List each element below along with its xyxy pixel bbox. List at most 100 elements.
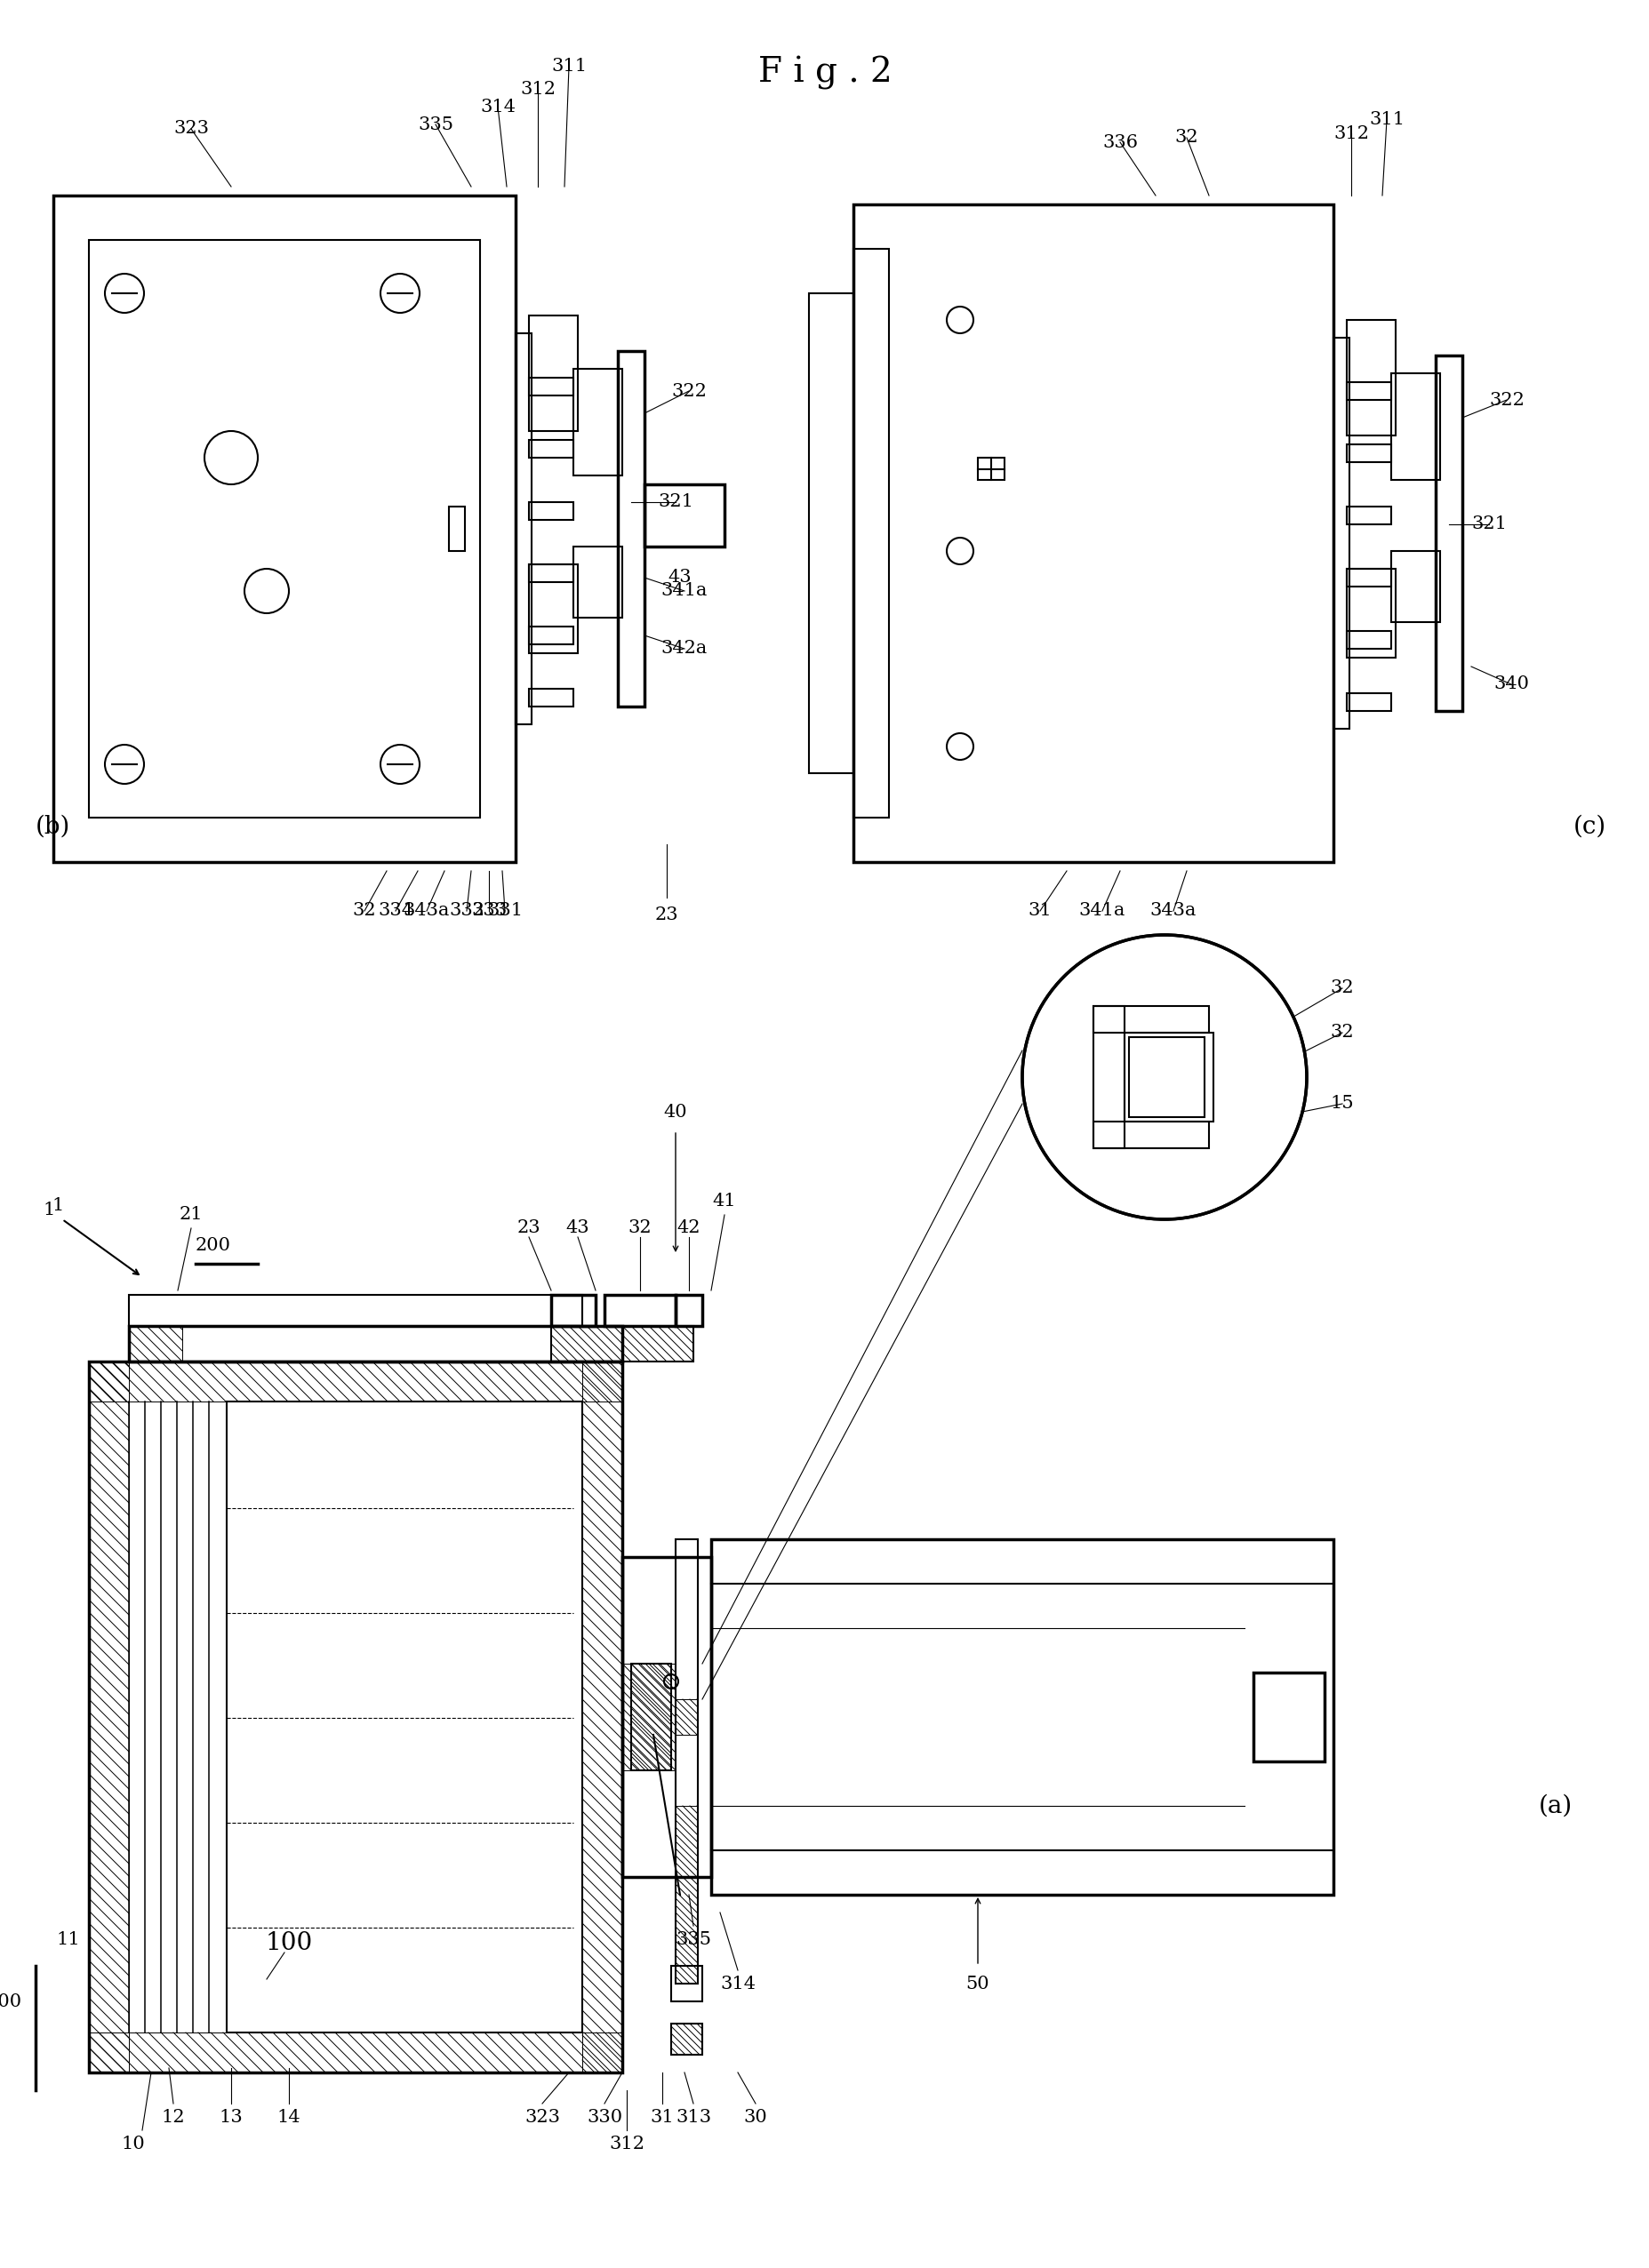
- Bar: [853, 204, 1332, 862]
- Text: 13: 13: [219, 2109, 242, 2125]
- Text: 335: 335: [417, 116, 453, 134]
- Bar: [632, 1665, 671, 1771]
- Text: 321: 321: [658, 494, 693, 510]
- Text: 21: 21: [180, 1207, 203, 1222]
- Text: 40: 40: [663, 1105, 688, 1120]
- Bar: [622, 1558, 711, 1878]
- Bar: [529, 626, 574, 644]
- Bar: [1332, 338, 1349, 728]
- Text: 313: 313: [674, 2109, 711, 2125]
- Text: 322: 322: [1489, 392, 1524, 408]
- Bar: [529, 501, 574, 519]
- Bar: [1346, 506, 1390, 524]
- Bar: [1093, 1123, 1209, 1148]
- Text: 43: 43: [566, 1220, 589, 1236]
- Bar: [632, 1665, 671, 1771]
- Text: 311: 311: [551, 59, 587, 75]
- Bar: [551, 1327, 693, 1361]
- Text: 15: 15: [1329, 1095, 1354, 1111]
- Text: 32: 32: [353, 903, 376, 919]
- Text: 335: 335: [674, 1930, 711, 1948]
- Bar: [1346, 320, 1395, 435]
- Bar: [574, 370, 622, 476]
- Bar: [645, 485, 724, 547]
- Text: 311: 311: [1369, 111, 1403, 129]
- Text: F i g . 2: F i g . 2: [757, 57, 892, 91]
- Text: 323: 323: [524, 2109, 559, 2125]
- Bar: [529, 689, 574, 708]
- Text: 10: 10: [122, 2134, 145, 2152]
- Bar: [674, 1805, 698, 1984]
- Bar: [89, 1361, 622, 2073]
- Bar: [53, 195, 514, 862]
- Text: (b): (b): [36, 814, 71, 839]
- Text: 334: 334: [378, 903, 414, 919]
- Bar: [129, 1295, 582, 1327]
- Bar: [674, 1295, 702, 1327]
- Text: 32: 32: [1329, 1025, 1354, 1041]
- Bar: [671, 2023, 702, 2055]
- Text: 43: 43: [668, 569, 691, 585]
- Text: 32: 32: [1329, 980, 1354, 996]
- Bar: [853, 249, 889, 819]
- Text: 332: 332: [449, 903, 485, 919]
- Bar: [226, 1402, 582, 2032]
- Text: 333: 333: [472, 903, 506, 919]
- Text: 314: 314: [719, 1975, 755, 1991]
- Bar: [129, 1327, 622, 1361]
- Text: 312: 312: [1332, 125, 1369, 141]
- Text: 30: 30: [744, 2109, 767, 2125]
- Bar: [89, 1361, 129, 2073]
- Bar: [514, 333, 531, 723]
- Text: 322: 322: [671, 383, 706, 399]
- Bar: [604, 1295, 674, 1327]
- Text: 1: 1: [51, 1198, 64, 1213]
- Text: 343a: 343a: [404, 903, 450, 919]
- Bar: [129, 1327, 181, 1361]
- Text: 336: 336: [1102, 134, 1138, 150]
- Text: 343a: 343a: [1149, 903, 1196, 919]
- Bar: [529, 315, 577, 431]
- Bar: [978, 458, 1004, 481]
- Bar: [1125, 1032, 1212, 1123]
- Bar: [89, 240, 480, 819]
- Text: 200: 200: [196, 1238, 231, 1254]
- Text: 312: 312: [519, 79, 556, 98]
- Text: (c): (c): [1573, 814, 1606, 839]
- Text: 31: 31: [650, 2109, 674, 2125]
- Text: 300: 300: [0, 1994, 21, 2009]
- Bar: [671, 1966, 702, 2000]
- Text: 342a: 342a: [661, 640, 707, 658]
- Bar: [1390, 374, 1440, 481]
- Text: 330: 330: [587, 2109, 622, 2125]
- Text: 341a: 341a: [661, 583, 707, 599]
- Text: 1: 1: [43, 1202, 54, 1218]
- Text: (a): (a): [1539, 1794, 1571, 1819]
- Bar: [529, 379, 574, 395]
- Bar: [551, 1327, 693, 1361]
- Text: 12: 12: [162, 2109, 185, 2125]
- Text: 14: 14: [277, 2109, 300, 2125]
- Bar: [1346, 381, 1390, 399]
- Bar: [582, 1361, 622, 2073]
- Bar: [1093, 1007, 1209, 1032]
- Bar: [1435, 356, 1461, 710]
- Circle shape: [1022, 934, 1306, 1220]
- Text: 340: 340: [1492, 676, 1529, 692]
- Bar: [1346, 569, 1395, 658]
- Bar: [1346, 631, 1390, 649]
- Bar: [89, 2032, 622, 2073]
- Text: 32: 32: [1174, 129, 1197, 145]
- Bar: [674, 1540, 698, 1984]
- Text: 341a: 341a: [1078, 903, 1125, 919]
- Bar: [1093, 1014, 1125, 1139]
- Text: 23: 23: [655, 907, 678, 923]
- Bar: [1346, 694, 1390, 710]
- Bar: [89, 1361, 622, 1402]
- Bar: [1128, 1036, 1204, 1118]
- Text: 323: 323: [173, 120, 209, 138]
- Text: 32: 32: [628, 1220, 651, 1236]
- Text: 312: 312: [608, 2134, 645, 2152]
- Text: 331: 331: [486, 903, 523, 919]
- Text: 41: 41: [712, 1193, 735, 1211]
